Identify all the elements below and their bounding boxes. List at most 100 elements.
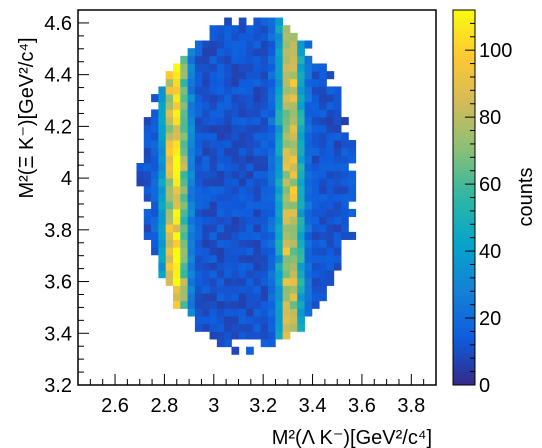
heatmap-cell <box>224 40 232 49</box>
heatmap-cell <box>304 147 313 156</box>
heatmap-cell <box>289 300 298 309</box>
heatmap-cell <box>231 201 240 210</box>
heatmap-cell <box>224 185 232 195</box>
heatmap-cell <box>260 254 269 263</box>
heatmap-cell <box>289 71 298 80</box>
heatmap-cell <box>341 178 349 187</box>
heatmap-cell <box>194 270 203 279</box>
heatmap-cell <box>158 101 167 110</box>
heatmap-cell <box>282 124 291 133</box>
heatmap-cell <box>180 185 189 195</box>
heatmap-cell <box>246 277 254 286</box>
heatmap-cell <box>224 247 232 256</box>
heatmap-cell <box>246 25 254 34</box>
heatmap-cell <box>253 132 262 141</box>
heatmap-cell <box>187 71 196 80</box>
heatmap-cell <box>238 124 247 133</box>
heatmap-cell <box>231 262 240 271</box>
heatmap-cell <box>158 132 167 141</box>
heatmap-cell <box>333 178 342 187</box>
heatmap-cell <box>319 247 327 256</box>
heatmap-cell <box>319 216 327 225</box>
heatmap-cell <box>224 270 232 279</box>
heatmap-cell <box>246 293 254 302</box>
heatmap-cell <box>268 94 276 103</box>
heatmap-cell <box>209 78 218 87</box>
heatmap-cell <box>275 86 284 95</box>
heatmap-cell <box>194 239 203 248</box>
heatmap-cell <box>209 224 218 233</box>
heatmap-cell <box>253 71 262 80</box>
heatmap-cell <box>282 78 291 87</box>
heatmap-cell <box>268 308 276 317</box>
heatmap-cell <box>194 316 203 325</box>
heatmap-cell <box>209 124 218 133</box>
heatmap-cell <box>143 163 152 172</box>
heatmap-cell <box>143 208 152 217</box>
heatmap-cell <box>268 323 276 332</box>
heatmap-cell <box>173 78 181 87</box>
heatmap-cell <box>202 94 210 103</box>
heatmap-cell <box>268 55 276 64</box>
heatmap-cell <box>260 109 269 118</box>
heatmap-cell <box>216 224 225 233</box>
heatmap-cell <box>311 94 320 103</box>
heatmap-cell <box>209 185 218 195</box>
heatmap-cell <box>202 147 210 156</box>
heatmap-cell <box>246 254 254 263</box>
heatmap-cell <box>180 224 189 233</box>
heatmap-cell <box>180 208 189 217</box>
heatmap-cell <box>165 140 174 149</box>
heatmap-cell <box>231 140 240 149</box>
heatmap-cell <box>304 293 313 302</box>
heatmap-cell <box>275 132 284 141</box>
heatmap-cell <box>224 316 232 325</box>
heatmap-cell <box>238 270 247 279</box>
heatmap-cell <box>282 331 291 340</box>
heatmap-cell <box>173 231 181 240</box>
heatmap-cell <box>202 163 210 172</box>
heatmap-cell <box>216 48 225 57</box>
heatmap-cell <box>297 216 305 225</box>
heatmap-cell <box>311 247 320 256</box>
heatmap-cell <box>275 293 284 302</box>
heatmap-cell <box>238 17 247 26</box>
heatmap-cell <box>180 201 189 210</box>
heatmap-cell <box>158 185 167 195</box>
heatmap-cell <box>202 239 210 248</box>
heatmap-cell <box>143 231 152 240</box>
heatmap-cell <box>297 101 305 110</box>
heatmap-cell <box>231 254 240 263</box>
heatmap-cell <box>216 239 225 248</box>
heatmap-cell <box>326 216 335 225</box>
heatmap-cell <box>282 32 291 41</box>
heatmap-cell <box>319 140 327 149</box>
heatmap-cell <box>209 170 218 179</box>
heatmap-cell <box>319 178 327 187</box>
heatmap-cell <box>238 216 247 225</box>
heatmap-cell <box>311 101 320 110</box>
heatmap-cell <box>311 293 320 302</box>
heatmap-cell <box>333 193 342 202</box>
heatmap-cell <box>231 224 240 233</box>
heatmap-cell <box>268 170 276 179</box>
heatmap-cell <box>260 132 269 141</box>
y-axis: 3.2 3.4 3.6 3.8 4 4.2 4.4 4.6 <box>44 9 89 397</box>
heatmap-cell <box>326 231 335 240</box>
heatmap-cell <box>224 216 232 225</box>
heatmap-cell <box>326 155 335 164</box>
heatmap-cell <box>209 193 218 202</box>
heatmap-cell <box>216 339 225 348</box>
heatmap-cell <box>143 178 152 187</box>
heatmap-cell <box>319 293 327 302</box>
heatmap-cell <box>246 94 254 103</box>
heatmap-cell <box>180 124 189 133</box>
heatmap-cell <box>180 155 189 164</box>
heatmap-cell <box>253 163 262 172</box>
heatmap-cell <box>326 224 335 233</box>
heatmap-cell <box>341 193 349 202</box>
heatmap-cell <box>224 285 232 294</box>
heatmap-cell <box>231 316 240 325</box>
heatmap-cell <box>275 331 284 340</box>
heatmap-cell <box>216 270 225 279</box>
